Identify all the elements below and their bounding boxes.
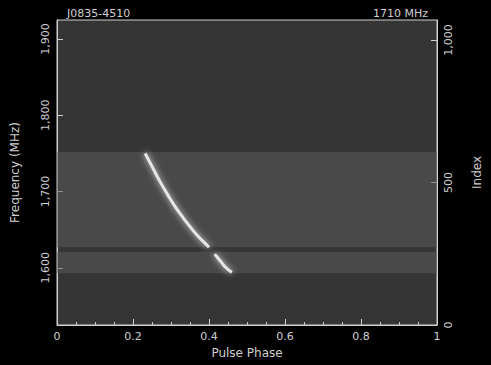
svg-text:Frequency (MHz): Frequency (MHz)	[8, 122, 22, 223]
svg-text:1,700: 1,700	[39, 176, 52, 208]
svg-text:0.8: 0.8	[352, 330, 370, 343]
svg-text:1,800: 1,800	[39, 100, 52, 132]
svg-text:0: 0	[442, 322, 455, 329]
svg-text:0.4: 0.4	[200, 330, 218, 343]
svg-text:Pulse Phase: Pulse Phase	[211, 346, 282, 360]
svg-text:0: 0	[54, 330, 61, 343]
svg-text:1,000: 1,000	[442, 24, 455, 56]
svg-text:0.6: 0.6	[276, 330, 294, 343]
svg-text:J0835-4510: J0835-4510	[66, 7, 130, 20]
svg-text:500: 500	[442, 172, 455, 193]
svg-text:1,600: 1,600	[39, 252, 52, 284]
svg-text:1: 1	[434, 330, 441, 343]
svg-text:1,900: 1,900	[39, 23, 52, 55]
svg-text:0.2: 0.2	[124, 330, 142, 343]
svg-text:Index: Index	[470, 156, 484, 189]
svg-text:1710 MHz: 1710 MHz	[373, 7, 428, 20]
